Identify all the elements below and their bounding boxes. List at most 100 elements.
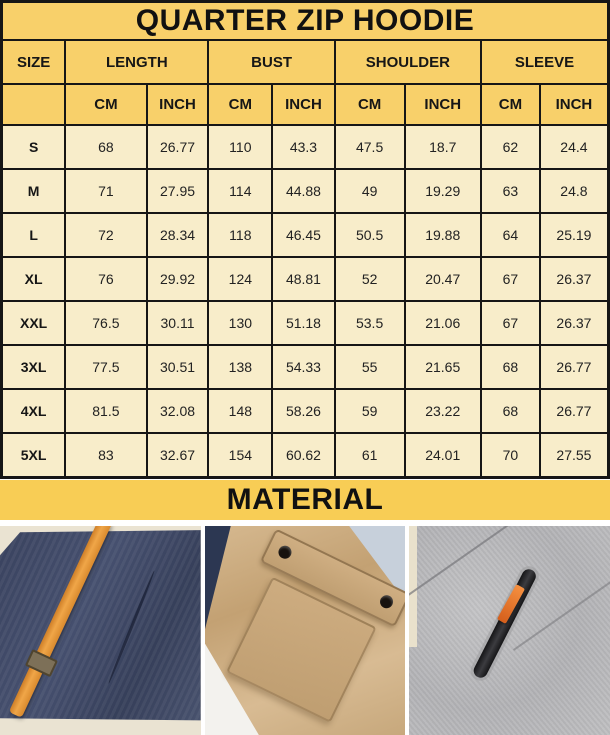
value-cell: 81.5 bbox=[64, 388, 148, 434]
value-cell: 67 bbox=[479, 300, 541, 346]
unit-header-inch: INCH bbox=[271, 83, 336, 126]
value-cell: 24.01 bbox=[403, 432, 482, 479]
snap-button-left bbox=[275, 543, 294, 561]
photo-navy-fabric-orange-strap bbox=[0, 526, 201, 735]
value-cell: 110 bbox=[207, 124, 274, 170]
value-cell: 21.65 bbox=[403, 344, 482, 390]
value-cell: 118 bbox=[207, 212, 274, 258]
snap-button-right bbox=[377, 593, 395, 611]
value-cell: 26.77 bbox=[538, 388, 610, 434]
value-cell: 43.3 bbox=[271, 124, 336, 170]
value-cell: 24.8 bbox=[538, 168, 610, 214]
value-cell: 48.81 bbox=[271, 256, 336, 302]
table-row: XL 76 29.92 124 48.81 52 20.47 67 26.37 bbox=[0, 256, 610, 302]
value-cell: 76.5 bbox=[64, 300, 148, 346]
value-cell: 130 bbox=[207, 300, 274, 346]
photo-gray-fleece-zipper bbox=[409, 526, 610, 735]
value-cell: 148 bbox=[207, 388, 274, 434]
value-cell: 76 bbox=[64, 256, 148, 302]
value-cell: 32.08 bbox=[145, 388, 210, 434]
size-cell: 5XL bbox=[0, 432, 67, 479]
value-cell: 19.88 bbox=[403, 212, 482, 258]
value-cell: 23.22 bbox=[403, 388, 482, 434]
value-cell: 138 bbox=[207, 344, 274, 390]
value-cell: 54.33 bbox=[271, 344, 336, 390]
value-cell: 71 bbox=[64, 168, 148, 214]
value-cell: 18.7 bbox=[403, 124, 482, 170]
value-cell: 44.88 bbox=[271, 168, 336, 214]
value-cell: 114 bbox=[207, 168, 274, 214]
value-cell: 47.5 bbox=[333, 124, 406, 170]
table-row: XXL 76.5 30.11 130 51.18 53.5 21.06 67 2… bbox=[0, 300, 610, 346]
value-cell: 27.95 bbox=[145, 168, 210, 214]
value-cell: 30.51 bbox=[145, 344, 210, 390]
title-row: QUARTER ZIP HOODIE bbox=[0, 0, 610, 41]
unit-header-inch: INCH bbox=[538, 83, 610, 126]
value-cell: 53.5 bbox=[333, 300, 406, 346]
value-cell: 61 bbox=[333, 432, 406, 479]
value-cell: 24.4 bbox=[538, 124, 610, 170]
value-cell: 154 bbox=[207, 432, 274, 479]
value-cell: 25.19 bbox=[538, 212, 610, 258]
table-row: 3XL 77.5 30.51 138 54.33 55 21.65 68 26.… bbox=[0, 344, 610, 390]
column-header-size: SIZE bbox=[0, 39, 67, 85]
column-header-shoulder: SHOULDER bbox=[333, 39, 482, 85]
value-cell: 52 bbox=[333, 256, 406, 302]
value-cell: 51.18 bbox=[271, 300, 336, 346]
value-cell: 83 bbox=[64, 432, 148, 479]
material-heading: MATERIAL bbox=[0, 480, 610, 520]
column-header-length: LENGTH bbox=[64, 39, 210, 85]
value-cell: 49 bbox=[333, 168, 406, 214]
table-row: 4XL 81.5 32.08 148 58.26 59 23.22 68 26.… bbox=[0, 388, 610, 434]
value-cell: 124 bbox=[207, 256, 274, 302]
unit-header-cm: CM bbox=[64, 83, 148, 126]
column-header-row: SIZE LENGTH BUST SHOULDER SLEEVE bbox=[0, 39, 610, 85]
size-table: QUARTER ZIP HOODIE SIZE LENGTH BUST SHOU… bbox=[0, 0, 610, 479]
value-cell: 68 bbox=[479, 388, 541, 434]
value-cell: 68 bbox=[64, 124, 148, 170]
photo-khaki-flap-pocket bbox=[204, 526, 406, 735]
value-cell: 20.47 bbox=[403, 256, 482, 302]
column-header-sleeve: SLEEVE bbox=[479, 39, 610, 85]
material-photos bbox=[0, 526, 610, 735]
table-row: S 68 26.77 110 43.3 47.5 18.7 62 24.4 bbox=[0, 124, 610, 170]
value-cell: 29.92 bbox=[145, 256, 210, 302]
value-cell: 64 bbox=[479, 212, 541, 258]
size-cell: L bbox=[0, 212, 67, 258]
value-cell: 19.29 bbox=[403, 168, 482, 214]
value-cell: 26.77 bbox=[145, 124, 210, 170]
value-cell: 72 bbox=[64, 212, 148, 258]
value-cell: 50.5 bbox=[333, 212, 406, 258]
page-title: QUARTER ZIP HOODIE bbox=[0, 0, 610, 41]
unit-header-row: CM INCH CM INCH CM INCH CM INCH bbox=[0, 83, 610, 126]
seam-line-top bbox=[409, 526, 517, 607]
value-cell: 26.37 bbox=[538, 256, 610, 302]
table-row: L 72 28.34 118 46.45 50.5 19.88 64 25.19 bbox=[0, 212, 610, 258]
unit-header-inch: INCH bbox=[145, 83, 210, 126]
column-header-bust: BUST bbox=[207, 39, 336, 85]
unit-header-cm: CM bbox=[333, 83, 406, 126]
unit-header-empty bbox=[0, 83, 67, 126]
size-cell: XL bbox=[0, 256, 67, 302]
size-cell: 4XL bbox=[0, 388, 67, 434]
value-cell: 55 bbox=[333, 344, 406, 390]
size-cell: 3XL bbox=[0, 344, 67, 390]
unit-header-cm: CM bbox=[479, 83, 541, 126]
size-cell: S bbox=[0, 124, 67, 170]
value-cell: 62 bbox=[479, 124, 541, 170]
background-strip bbox=[409, 526, 418, 648]
value-cell: 60.62 bbox=[271, 432, 336, 479]
value-cell: 77.5 bbox=[64, 344, 148, 390]
value-cell: 21.06 bbox=[403, 300, 482, 346]
value-cell: 59 bbox=[333, 388, 406, 434]
value-cell: 30.11 bbox=[145, 300, 210, 346]
navy-fabric bbox=[0, 530, 201, 721]
value-cell: 67 bbox=[479, 256, 541, 302]
unit-header-inch: INCH bbox=[403, 83, 482, 126]
value-cell: 46.45 bbox=[271, 212, 336, 258]
value-cell: 70 bbox=[479, 432, 541, 479]
unit-header-cm: CM bbox=[207, 83, 274, 126]
value-cell: 68 bbox=[479, 344, 541, 390]
value-cell: 32.67 bbox=[145, 432, 210, 479]
